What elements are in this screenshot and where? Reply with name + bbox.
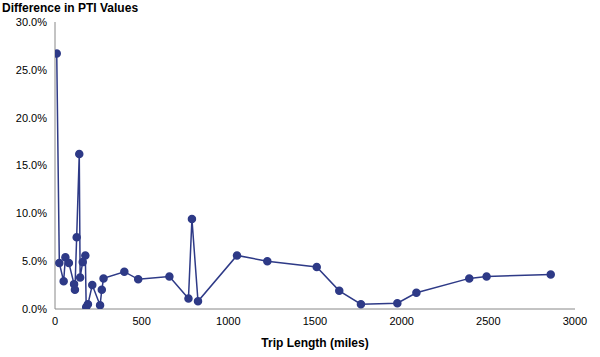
svg-text:20.0%: 20.0% — [16, 112, 47, 124]
svg-text:0: 0 — [52, 315, 58, 327]
svg-text:15.0%: 15.0% — [16, 159, 47, 171]
svg-text:2000: 2000 — [389, 315, 413, 327]
svg-text:5.0%: 5.0% — [22, 255, 47, 267]
svg-text:0.0%: 0.0% — [22, 303, 47, 315]
svg-text:500: 500 — [132, 315, 150, 327]
svg-text:30.0%: 30.0% — [16, 16, 47, 28]
svg-text:25.0%: 25.0% — [16, 64, 47, 76]
svg-text:10.0%: 10.0% — [16, 207, 47, 219]
svg-text:3000: 3000 — [563, 315, 587, 327]
svg-text:1000: 1000 — [216, 315, 240, 327]
svg-text:Trip Length (miles): Trip Length (miles) — [261, 336, 368, 350]
html-text:Difference in PTI Values: Difference in PTI Values — [2, 1, 139, 15]
svg-text:1500: 1500 — [303, 315, 327, 327]
svg-text:2500: 2500 — [476, 315, 500, 327]
